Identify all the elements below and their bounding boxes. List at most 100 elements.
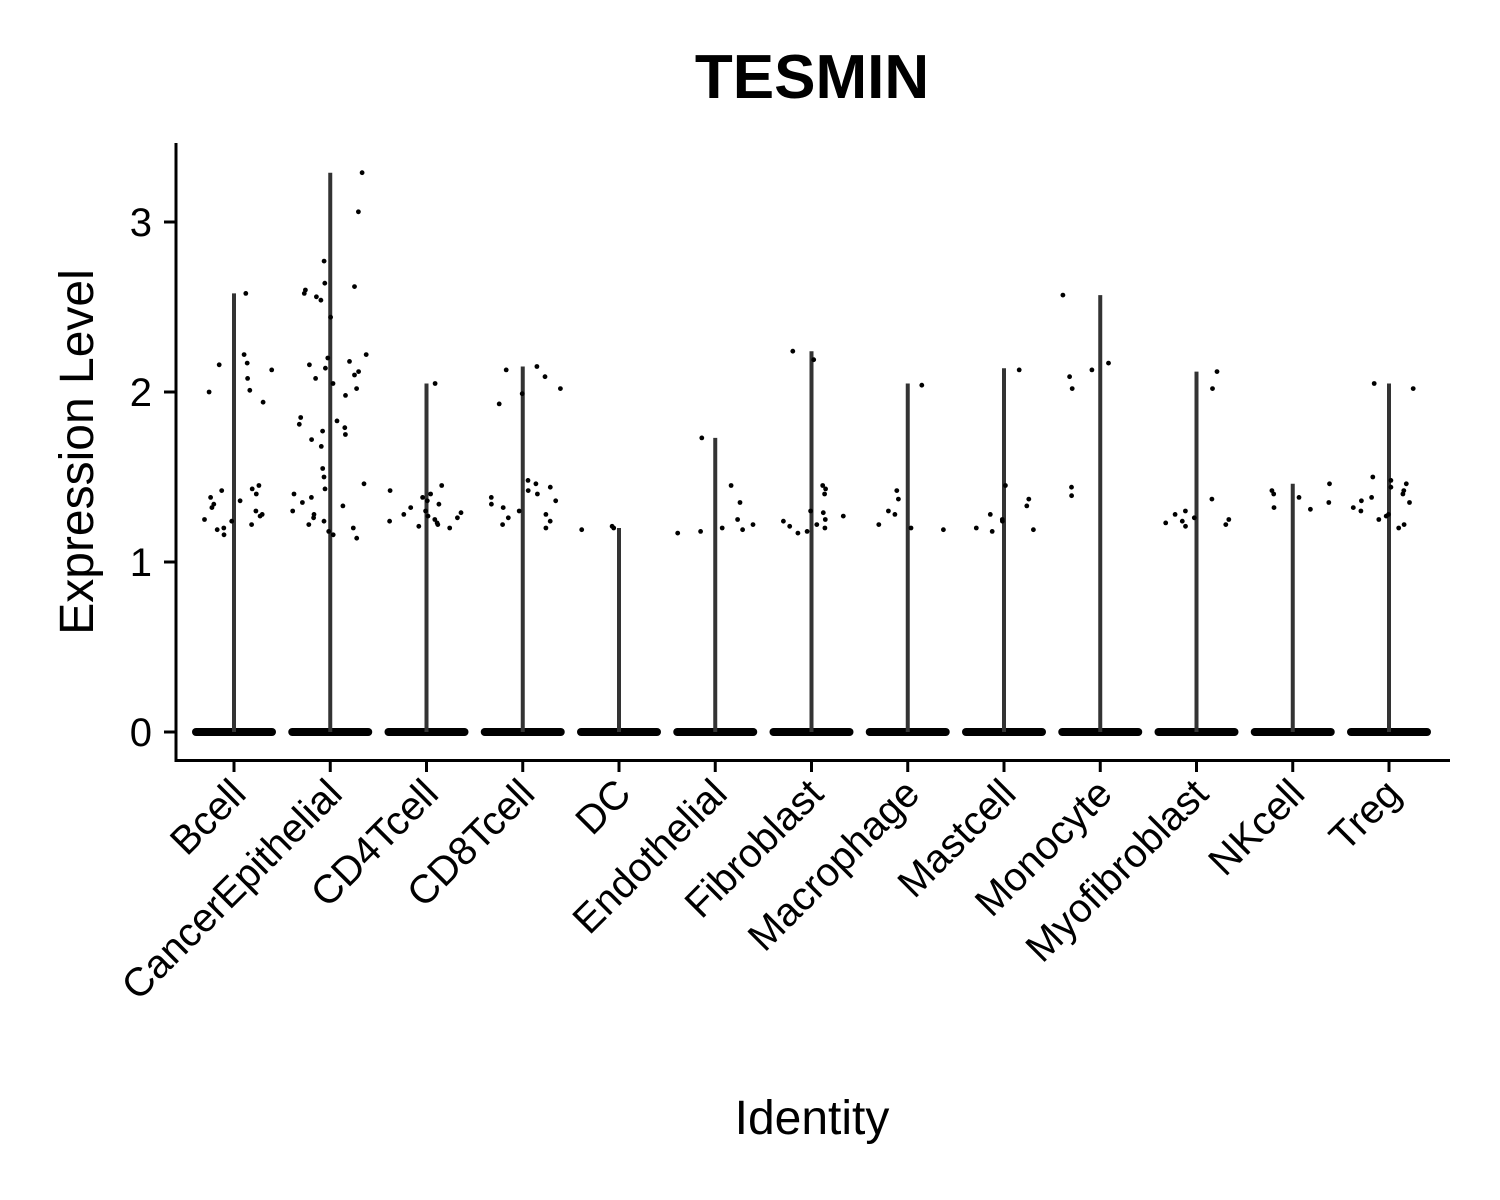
data-point: [1024, 503, 1030, 509]
x-tick-label-nkcell: NKcell: [1200, 771, 1313, 884]
data-point: [579, 527, 585, 533]
data-point: [1359, 498, 1364, 504]
violin-group-bcell: [192, 291, 276, 736]
data-point: [740, 527, 745, 533]
data-point: [343, 432, 348, 437]
data-point: [361, 481, 367, 487]
y-tick-label: 1: [130, 541, 152, 585]
data-point: [298, 415, 304, 420]
violin-group-nkcell: [1250, 481, 1335, 736]
x-tick-label-dc: DC: [567, 771, 639, 843]
data-point: [458, 510, 464, 516]
data-point: [455, 515, 460, 521]
data-point: [424, 498, 430, 504]
violin-group-treg: [1347, 381, 1431, 736]
data-point: [321, 258, 327, 264]
data-point: [1407, 500, 1412, 505]
data-point: [309, 495, 314, 500]
data-point: [387, 488, 393, 493]
data-point: [1069, 484, 1074, 490]
data-point: [787, 523, 793, 529]
data-point: [1400, 491, 1406, 497]
data-point: [260, 399, 266, 405]
data-point: [321, 518, 327, 524]
violin-group-macrophage: [865, 382, 950, 736]
data-point: [1271, 505, 1277, 510]
data-point: [356, 369, 361, 374]
data-point: [737, 500, 743, 505]
data-point: [1370, 474, 1376, 480]
data-point: [244, 360, 250, 366]
violin-group-monocyte: [1058, 292, 1143, 736]
data-point: [1388, 478, 1394, 483]
violin-group-cd4tcell: [384, 381, 469, 736]
data-point: [435, 522, 441, 527]
data-point: [253, 508, 259, 514]
data-point: [795, 530, 801, 536]
data-point: [229, 518, 235, 524]
data-point: [919, 382, 925, 388]
data-point: [525, 488, 531, 493]
data-point: [256, 483, 262, 488]
data-point: [790, 348, 796, 354]
data-point: [313, 376, 318, 381]
data-point: [489, 501, 494, 507]
data-point: [553, 498, 559, 504]
data-point: [425, 513, 431, 519]
data-point: [323, 365, 328, 371]
violin-group-dc: [577, 523, 661, 736]
data-point: [892, 512, 898, 517]
data-point: [209, 505, 215, 510]
data-point: [973, 525, 979, 531]
data-point: [257, 513, 263, 519]
data-point: [247, 387, 253, 393]
data-point: [221, 532, 227, 538]
data-point: [750, 522, 756, 527]
data-point: [432, 381, 438, 386]
data-point: [219, 488, 225, 493]
data-point: [503, 367, 509, 373]
data-point: [698, 529, 703, 534]
data-point: [1069, 493, 1074, 499]
data-point: [1067, 374, 1072, 380]
data-point: [356, 209, 361, 215]
data-point: [387, 518, 392, 524]
data-point: [1163, 520, 1169, 526]
data-point: [876, 522, 882, 527]
data-point: [496, 401, 502, 407]
data-point: [202, 517, 207, 522]
data-point: [941, 527, 946, 533]
data-point: [330, 381, 336, 386]
data-point: [1358, 508, 1364, 514]
data-point: [804, 529, 810, 534]
y-tick-label: 3: [130, 201, 152, 245]
data-point: [519, 391, 525, 397]
y-tick-label: 0: [130, 711, 152, 755]
data-point: [823, 486, 828, 492]
violin-group-cancerepithelial: [288, 170, 373, 736]
x-tick-label-treg: Treg: [1321, 771, 1409, 859]
data-point: [436, 501, 442, 507]
data-point: [326, 529, 332, 534]
data-point: [307, 362, 312, 368]
data-point: [558, 386, 563, 391]
y-axis-title: Expression Level: [51, 269, 104, 635]
data-point: [534, 364, 540, 369]
data-point: [301, 291, 307, 296]
data-point: [1376, 517, 1382, 522]
data-point: [488, 495, 494, 500]
data-point: [820, 483, 826, 488]
data-point: [1106, 360, 1111, 366]
data-point: [1003, 483, 1008, 488]
data-point: [342, 425, 348, 431]
y-tick-label: 2: [130, 371, 152, 415]
data-point: [1369, 495, 1374, 500]
data-point: [347, 359, 352, 364]
data-point: [340, 503, 346, 509]
data-point: [320, 466, 326, 471]
data-point: [1401, 522, 1407, 527]
data-point: [547, 518, 553, 524]
data-point: [439, 483, 445, 488]
data-point: [300, 500, 305, 505]
data-point: [525, 478, 531, 483]
